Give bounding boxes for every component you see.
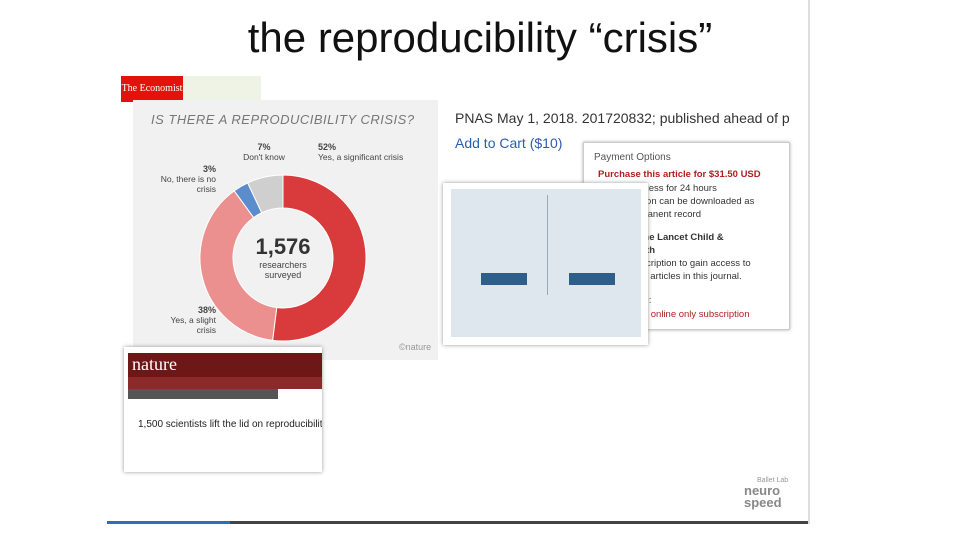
survey-panel: IS THERE A REPRODUCIBILITY CRISIS? 1,576… bbox=[133, 100, 438, 360]
payment-line: to The Lancet Child & bbox=[626, 232, 724, 243]
slice-label: Yes, a slight crisis bbox=[170, 315, 216, 335]
pricing-panel bbox=[451, 189, 641, 337]
divider bbox=[547, 195, 548, 295]
payment-title: Payment Options bbox=[594, 152, 671, 163]
footer-rule bbox=[107, 521, 808, 524]
pnas-citation: PNAS May 1, 2018. 201720832; published a… bbox=[455, 110, 790, 126]
brand-top: neuro bbox=[744, 483, 781, 498]
chart-title: IS THERE A REPRODUCIBILITY CRISIS? bbox=[151, 112, 415, 127]
donut-slice bbox=[246, 174, 284, 214]
slice-label: No, there is no crisis bbox=[160, 174, 216, 194]
add-to-cart[interactable]: Add to Cart ($10) bbox=[455, 135, 563, 151]
credit: ©nature bbox=[399, 342, 432, 352]
nature-nav bbox=[128, 377, 322, 389]
payment-line: l online only subscription bbox=[646, 309, 750, 320]
slide-edge bbox=[808, 0, 810, 524]
center-value: 1,576 bbox=[255, 234, 311, 259]
donut-slice bbox=[272, 174, 367, 342]
slice-label: Don't know bbox=[243, 152, 285, 162]
payment-line: e access for 24 hours bbox=[626, 183, 717, 194]
donut-slice bbox=[199, 190, 278, 341]
footer-progress bbox=[107, 521, 230, 524]
nature-subnav bbox=[128, 389, 278, 399]
economist-clip: The Economist bbox=[121, 76, 261, 102]
nature-clip: nature 1,500 scientists lift the lid on … bbox=[124, 347, 322, 472]
payment-line: subscription to gain access to bbox=[626, 258, 751, 269]
payment-line: permanent record bbox=[626, 209, 701, 220]
nature-header: nature bbox=[128, 353, 322, 377]
nature-headline: 1,500 scientists lift the lid on reprodu… bbox=[138, 419, 322, 430]
purchase-link[interactable]: Purchase this article for $31.50 USD bbox=[598, 169, 761, 180]
lab-name: Ballet Lab bbox=[757, 477, 789, 484]
slice-percent: 3% bbox=[202, 164, 216, 174]
donut-chart bbox=[199, 174, 367, 342]
payment-line: other articles in this journal. bbox=[626, 271, 742, 282]
brand-bottom: speed bbox=[744, 495, 782, 510]
economist-logo: The Economist bbox=[121, 76, 183, 102]
slice-label: Yes, a significant crisis bbox=[318, 152, 404, 162]
payment-line: version can be downloaded as bbox=[626, 196, 755, 207]
center-label: researchers surveyed bbox=[259, 260, 307, 280]
slice-percent: 52% bbox=[318, 142, 337, 152]
button bbox=[481, 273, 527, 285]
nature-logo: nature bbox=[132, 354, 177, 374]
pricing-clip bbox=[443, 183, 648, 345]
button bbox=[569, 273, 615, 285]
pnas-clip: PNAS May 1, 2018. 201720832; published a… bbox=[455, 110, 808, 126]
slide-title: the reproducibility “crisis” bbox=[247, 14, 713, 61]
slice-percent: 7% bbox=[257, 142, 271, 152]
slice-percent: 38% bbox=[197, 305, 216, 315]
